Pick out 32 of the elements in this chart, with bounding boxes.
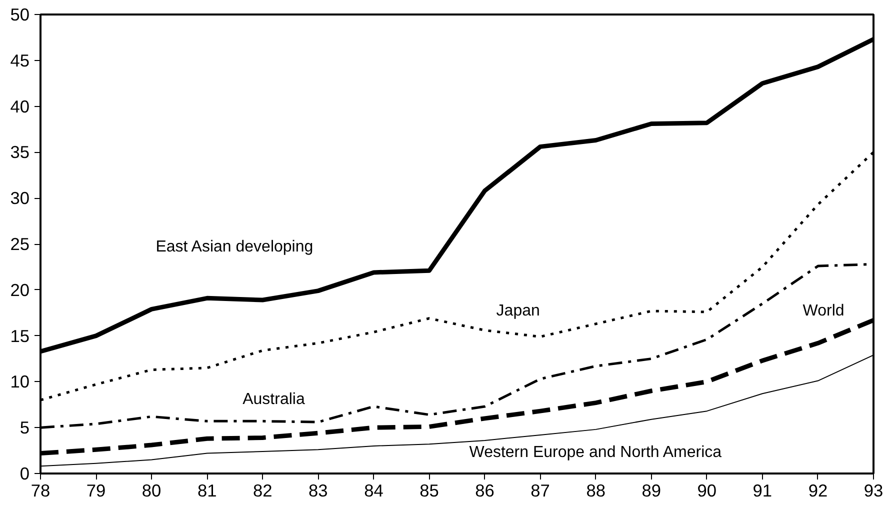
series-label: Australia [242, 390, 305, 408]
x-tick-label: 84 [364, 480, 384, 500]
y-tick-label: 15 [10, 326, 30, 346]
series-label: Japan [496, 302, 540, 320]
y-tick-label: 0 [20, 464, 30, 484]
series-label: Western Europe and North America [469, 444, 722, 461]
x-tick-label: 83 [308, 480, 328, 500]
x-tick-label: 88 [586, 480, 606, 500]
x-tick-label: 85 [420, 480, 439, 500]
y-tick-label: 20 [10, 280, 30, 300]
x-tick-label: 90 [697, 480, 717, 500]
x-tick-label: 82 [252, 480, 272, 500]
x-tick-label: 81 [197, 480, 217, 500]
x-tick-label: 87 [530, 480, 550, 500]
y-tick-label: 5 [20, 418, 30, 438]
y-tick-label: 25 [10, 234, 30, 254]
x-tick-label: 92 [808, 480, 828, 500]
y-tick-label: 50 [10, 4, 30, 24]
x-tick-label: 80 [142, 480, 162, 500]
x-tick-label: 93 [864, 480, 884, 500]
x-tick-label: 89 [642, 480, 662, 500]
y-tick-label: 35 [10, 142, 30, 162]
y-tick-label: 40 [10, 96, 30, 116]
x-tick-label: 78 [30, 480, 50, 500]
text: East Asian developing [156, 238, 314, 256]
x-tick-label: 79 [86, 480, 106, 500]
series-label: World [802, 302, 844, 320]
x-tick-label: 91 [752, 480, 772, 500]
y-tick-label: 45 [10, 50, 30, 70]
y-tick-label: 30 [10, 188, 30, 208]
x-tick-label: 86 [475, 480, 494, 500]
y-tick-label: 10 [10, 372, 30, 392]
